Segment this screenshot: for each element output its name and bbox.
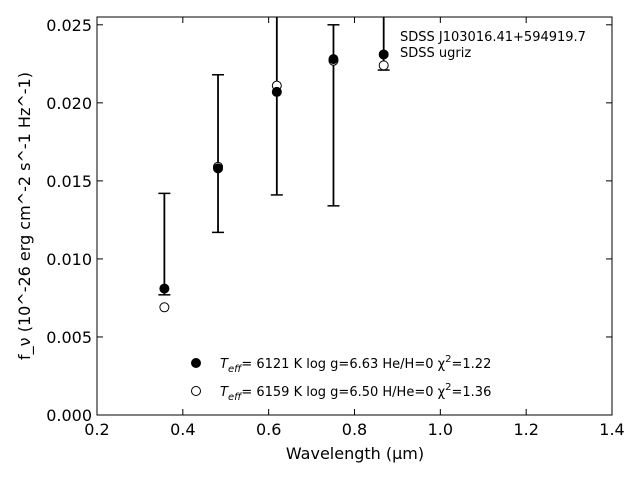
data-point-filled bbox=[328, 54, 339, 65]
y-tick-label: 0.025 bbox=[46, 16, 92, 35]
data-point-filled bbox=[159, 283, 170, 294]
legend: Teff= 6121 K log g=6.63 He/H=0 χ2=1.22 T… bbox=[191, 354, 491, 403]
y-tick-label: 0.000 bbox=[46, 406, 92, 425]
annotation-block: SDSS J103016.41+594919.7 SDSS ugriz bbox=[400, 30, 586, 61]
legend-marker-filled bbox=[191, 358, 201, 368]
legend-teff-label: T bbox=[220, 385, 229, 400]
annotation-filter-set: SDSS ugriz bbox=[400, 46, 471, 61]
x-tick-label: 1.4 bbox=[599, 420, 624, 439]
legend-params: = 6121 K log g=6.63 He/H=0 χ bbox=[241, 357, 445, 372]
x-tick-label: 0.8 bbox=[342, 420, 367, 439]
legend-marker-open bbox=[191, 386, 201, 396]
legend-params: = 6159 K log g=6.50 H/He=0 χ bbox=[241, 385, 445, 400]
legend-teff-sub: eff bbox=[228, 392, 243, 403]
legend-chi-sup: 2 bbox=[445, 382, 451, 393]
legend-chi-sup: 2 bbox=[445, 354, 451, 365]
legend-teff-label: T bbox=[220, 357, 229, 372]
x-tick-label: 1.0 bbox=[428, 420, 453, 439]
x-axis-label: Wavelength (μm) bbox=[286, 444, 424, 463]
y-tick-label: 0.015 bbox=[46, 172, 92, 191]
legend-teff-sub: eff bbox=[228, 364, 243, 375]
legend-chi-value: =1.22 bbox=[452, 357, 492, 372]
plot-area: 0.2 0.4 0.6 0.8 1.0 1.2 1.4 0.000 0.005 0.010 0.01… bbox=[46, 16, 625, 439]
x-tick-label: 0.6 bbox=[256, 420, 281, 439]
y-axis-label: f_ν (10^-26 erg cm^-2 s^-1 Hz^-1) bbox=[15, 72, 35, 360]
x-tick-label: 1.2 bbox=[513, 420, 538, 439]
y-tick-label: 0.020 bbox=[46, 94, 92, 113]
data-point-filled bbox=[378, 49, 389, 60]
y-tick-label: 0.005 bbox=[46, 328, 92, 347]
x-tick-label: 0.2 bbox=[84, 420, 109, 439]
data-point-filled bbox=[271, 86, 282, 97]
y-tick-label: 0.010 bbox=[46, 250, 92, 269]
data-point-open bbox=[378, 60, 389, 71]
x-tick-label: 0.4 bbox=[170, 420, 195, 439]
legend-entry-open: Teff= 6159 K log g=6.50 H/He=0 χ2=1.36 bbox=[220, 382, 491, 403]
data-point-filled bbox=[213, 163, 224, 174]
legend-entry-filled: Teff= 6121 K log g=6.63 He/H=0 χ2=1.22 bbox=[220, 354, 491, 375]
legend-chi-value: =1.36 bbox=[452, 385, 492, 400]
plot-frame bbox=[96, 16, 613, 416]
annotation-object-name: SDSS J103016.41+594919.7 bbox=[400, 30, 586, 45]
data-point-open bbox=[159, 302, 170, 313]
